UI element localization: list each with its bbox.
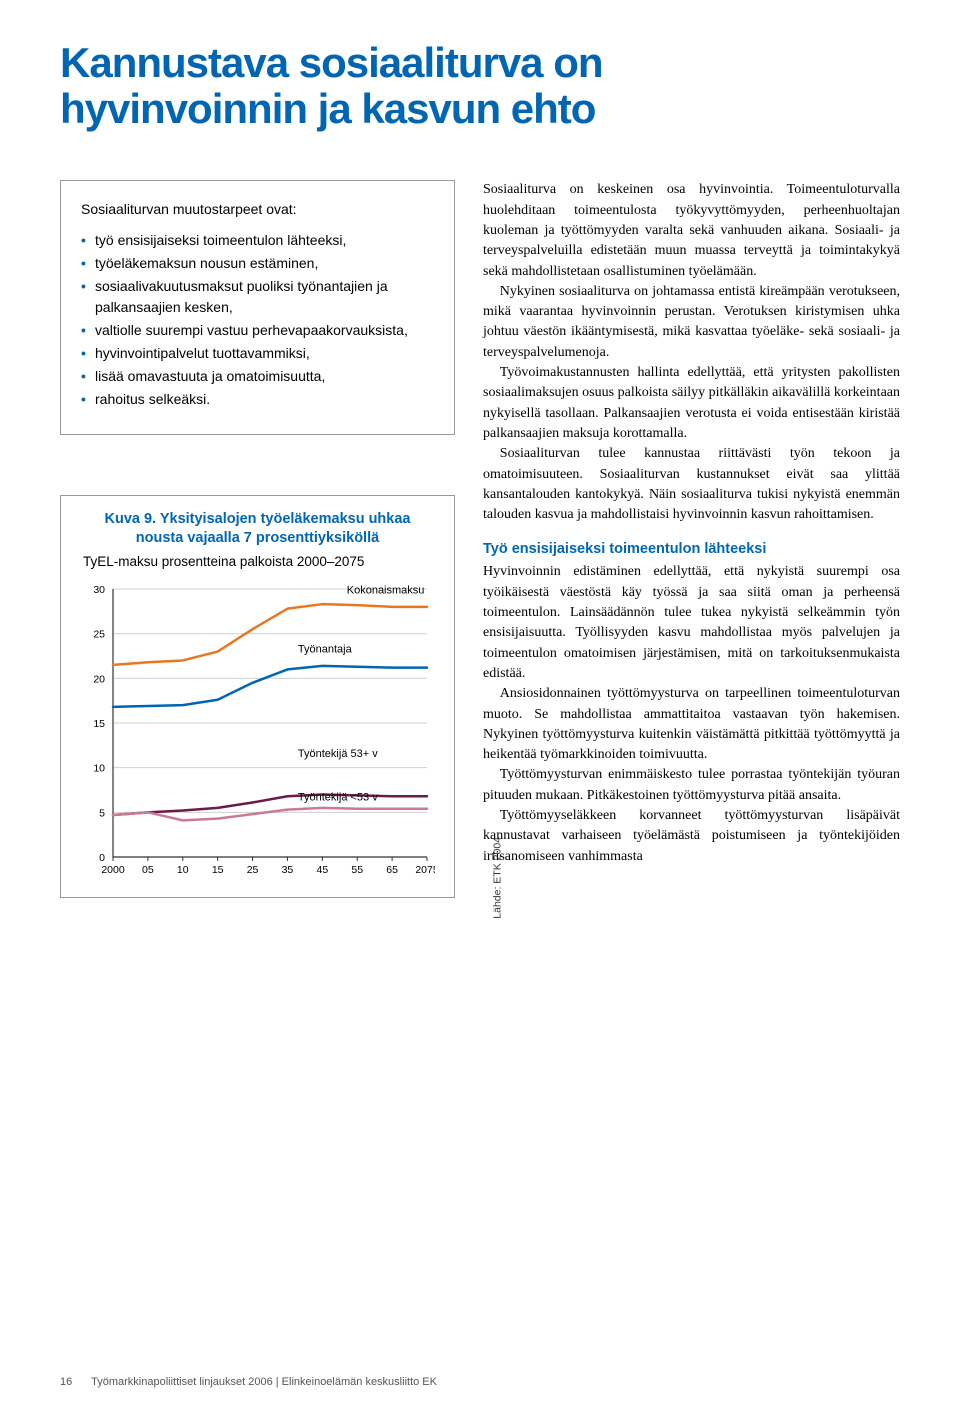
title-line-2: hyvinvoinnin ja kasvun ehto: [60, 85, 595, 132]
svg-text:65: 65: [386, 864, 398, 876]
body-p7: Työttömyysturvan enimmäiskesto tulee por…: [483, 765, 900, 806]
box-item: lisää omavastuuta ja omatoimisuutta,: [81, 366, 434, 387]
svg-text:Työntekijä <53 v: Työntekijä <53 v: [298, 792, 378, 804]
title-line-1: Kannustava sosiaaliturva on: [60, 39, 603, 86]
body-p5: Hyvinvoinnin edistäminen edellyttää, ett…: [483, 562, 900, 684]
page-number: 16: [60, 1376, 72, 1388]
svg-text:25: 25: [93, 629, 105, 641]
chart-box: Kuva 9. Yksityisalojen työeläkemaksu uhk…: [60, 495, 455, 898]
svg-text:25: 25: [247, 864, 259, 876]
chart-subtitle: TyEL-maksu prosentteina palkoista 2000–2…: [79, 554, 436, 569]
subhead-1: Työ ensisijaiseksi toimeentulon lähteeks…: [483, 539, 900, 560]
page-title: Kannustava sosiaaliturva on hyvinvoinnin…: [60, 40, 900, 132]
box-list: työ ensisijaiseksi toimeentulon lähteeks…: [81, 230, 434, 410]
box-item: työ ensisijaiseksi toimeentulon lähteeks…: [81, 230, 434, 251]
body-p8: Työttömyyseläkkeen korvanneet työttömyys…: [483, 806, 900, 867]
svg-text:15: 15: [93, 718, 105, 730]
svg-text:2075: 2075: [415, 864, 435, 876]
chart-title: Kuva 9. Yksityisalojen työeläkemaksu uhk…: [79, 510, 436, 548]
box-item: valtiolle suurempi vastuu perhevapaa­kor…: [81, 320, 434, 341]
left-column: Sosiaaliturvan muutostarpeet ovat: työ e…: [60, 180, 455, 898]
body-p6: Ansiosidonnainen työttömyysturva on tarp…: [483, 684, 900, 765]
svg-text:35: 35: [282, 864, 294, 876]
svg-text:55: 55: [351, 864, 363, 876]
box-item: työeläkemaksun nousun estäminen,: [81, 253, 434, 274]
svg-text:10: 10: [93, 763, 105, 775]
svg-text:05: 05: [142, 864, 154, 876]
svg-text:Työnantaja: Työnantaja: [298, 643, 353, 655]
box-item: hyvinvointipalvelut tuottavammiksi,: [81, 343, 434, 364]
body-p1: Sosiaaliturva on keskeinen osa hyvinvoin…: [483, 180, 900, 281]
svg-text:45: 45: [316, 864, 328, 876]
svg-text:2000: 2000: [101, 864, 125, 876]
chart-svg: 051015202530200005101525354555652075Koko…: [79, 583, 435, 883]
svg-text:Kokonaismaksu: Kokonaismaksu: [347, 585, 425, 597]
right-column: Sosiaaliturva on keskeinen osa hyvinvoin…: [483, 180, 900, 898]
box-item: sosiaalivakuutusmaksut puoliksi työnanta…: [81, 276, 434, 318]
body-p2: Nykyinen sosiaaliturva on johtamassa ent…: [483, 282, 900, 363]
svg-text:5: 5: [99, 807, 105, 819]
page-footer: 16 Työmarkkinapoliittiset linjaukset 200…: [60, 1376, 437, 1388]
box-item: rahoitus selkeäksi.: [81, 389, 434, 410]
svg-text:Työntekijä 53+ v: Työntekijä 53+ v: [298, 748, 378, 760]
svg-text:30: 30: [93, 584, 105, 596]
svg-text:15: 15: [212, 864, 224, 876]
content-row: Sosiaaliturvan muutostarpeet ovat: työ e…: [60, 180, 900, 898]
svg-text:20: 20: [93, 673, 105, 685]
chart-plot: 051015202530200005101525354555652075Koko…: [79, 583, 435, 883]
svg-text:10: 10: [177, 864, 189, 876]
footer-text: Työmarkkinapoliittiset linjaukset 2006 |…: [91, 1376, 437, 1388]
chart-source: Lähde: ETK 2004: [492, 837, 504, 919]
body-p3: Työvoimakustannusten hallinta edellyttää…: [483, 363, 900, 444]
box-intro: Sosiaaliturvan muutostarpeet ovat:: [81, 199, 434, 220]
body-p4: Sosiaaliturvan tulee kannustaa riittäväs…: [483, 444, 900, 525]
svg-text:0: 0: [99, 852, 105, 864]
summary-box: Sosiaaliturvan muutostarpeet ovat: työ e…: [60, 180, 455, 435]
